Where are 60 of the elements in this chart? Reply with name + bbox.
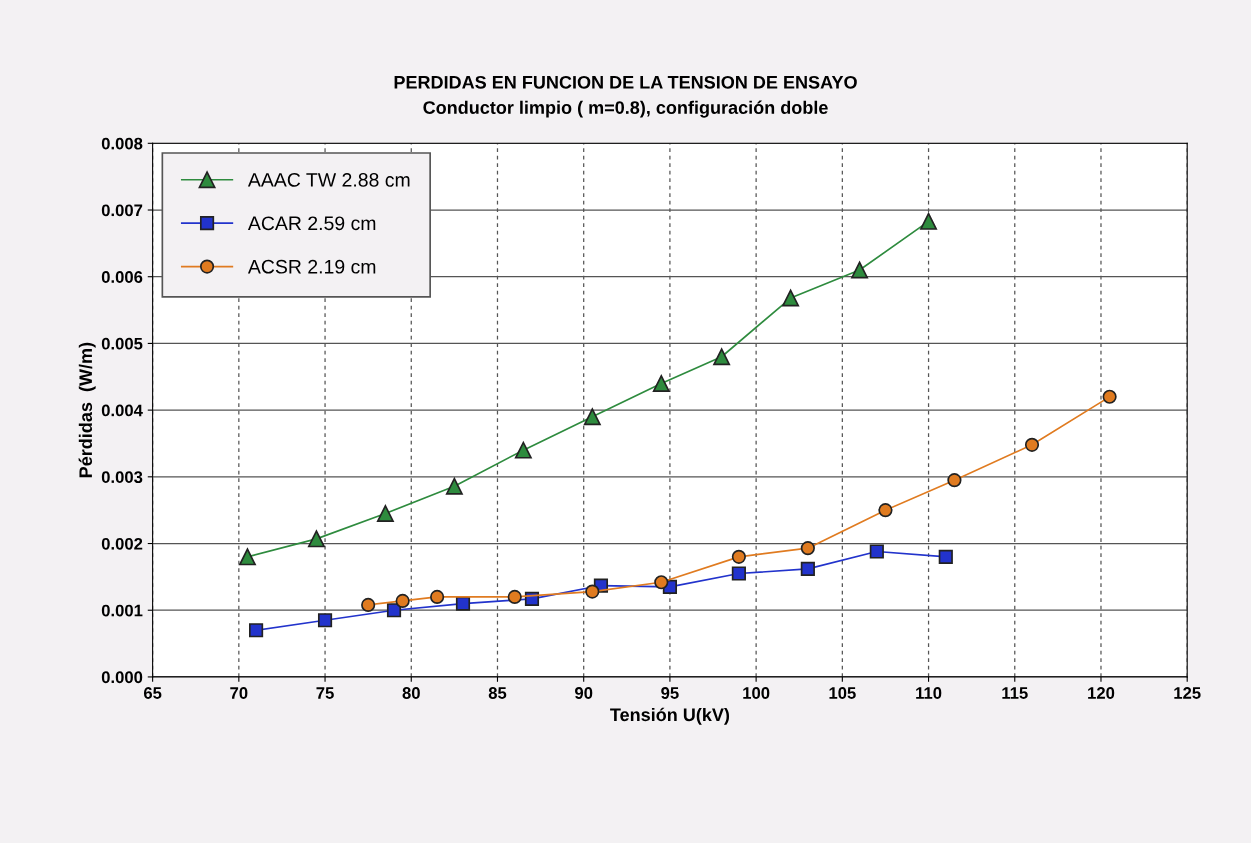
point xyxy=(782,289,800,307)
point xyxy=(920,212,938,230)
point xyxy=(507,589,522,604)
legend-label: AAAC TW 2.88 cm xyxy=(247,172,410,187)
x-tick-label: 90 xyxy=(575,687,593,699)
point xyxy=(430,589,445,604)
x-tick-label: 75 xyxy=(316,687,334,699)
point xyxy=(395,593,410,608)
y-tick-label: 0.000 xyxy=(101,671,143,684)
x-tick-label: 125 xyxy=(1174,687,1201,699)
point xyxy=(869,544,884,559)
y-axis-title: Pérdidas (W/m) xyxy=(78,342,96,478)
y-tick-label: 0.008 xyxy=(101,137,143,150)
y-tick-label: 0.001 xyxy=(101,604,143,617)
point xyxy=(654,575,669,590)
y-tick-label: 0.004 xyxy=(101,404,143,417)
y-tick-label: 0.002 xyxy=(101,537,143,550)
y-tick-label: 0.007 xyxy=(101,204,143,217)
y-tick-label: 0.006 xyxy=(101,271,143,283)
x-tick-label: 105 xyxy=(829,687,856,699)
point xyxy=(652,374,670,392)
x-tick-label: 85 xyxy=(488,687,507,699)
point xyxy=(376,505,394,522)
point xyxy=(248,623,264,638)
point xyxy=(514,441,532,459)
point xyxy=(585,584,600,599)
point xyxy=(800,541,815,556)
point xyxy=(1024,437,1040,452)
point xyxy=(713,348,731,366)
point xyxy=(386,603,402,618)
chart-subtitle: Conductor limpio ( m=0.8), configuración doble xyxy=(423,100,828,118)
point xyxy=(731,549,746,564)
x-tick-label: 65 xyxy=(143,687,162,699)
point xyxy=(938,549,953,564)
y-tick-label: 0.003 xyxy=(101,471,143,484)
x-tick-label: 120 xyxy=(1088,687,1115,699)
legend-label: ACSR 2.19 cm xyxy=(247,259,376,274)
legend-label: ACAR 2.59 cm xyxy=(247,216,376,231)
x-axis-title: Tensión U(kV) xyxy=(610,707,730,725)
x-tick-label: 95 xyxy=(661,687,679,699)
point xyxy=(947,473,962,488)
point xyxy=(851,261,869,279)
point xyxy=(455,596,471,611)
x-tick-label: 100 xyxy=(743,687,770,699)
point xyxy=(361,597,376,612)
x-tick-label: 115 xyxy=(1002,687,1028,699)
point xyxy=(1102,389,1117,404)
point xyxy=(800,561,815,576)
x-tick-label: 80 xyxy=(402,687,420,699)
point xyxy=(317,613,333,628)
point xyxy=(731,566,746,581)
x-tick-label: 70 xyxy=(230,687,248,699)
point xyxy=(878,503,893,518)
chart-title: PERDIDAS EN FUNCION DE LA TENSION DE ENSAYO xyxy=(394,75,857,89)
y-tick-label: 0.005 xyxy=(101,337,143,350)
point xyxy=(307,530,325,548)
x-tick-label: 110 xyxy=(916,687,942,699)
point xyxy=(238,548,256,566)
point xyxy=(583,408,601,426)
point xyxy=(445,477,463,495)
